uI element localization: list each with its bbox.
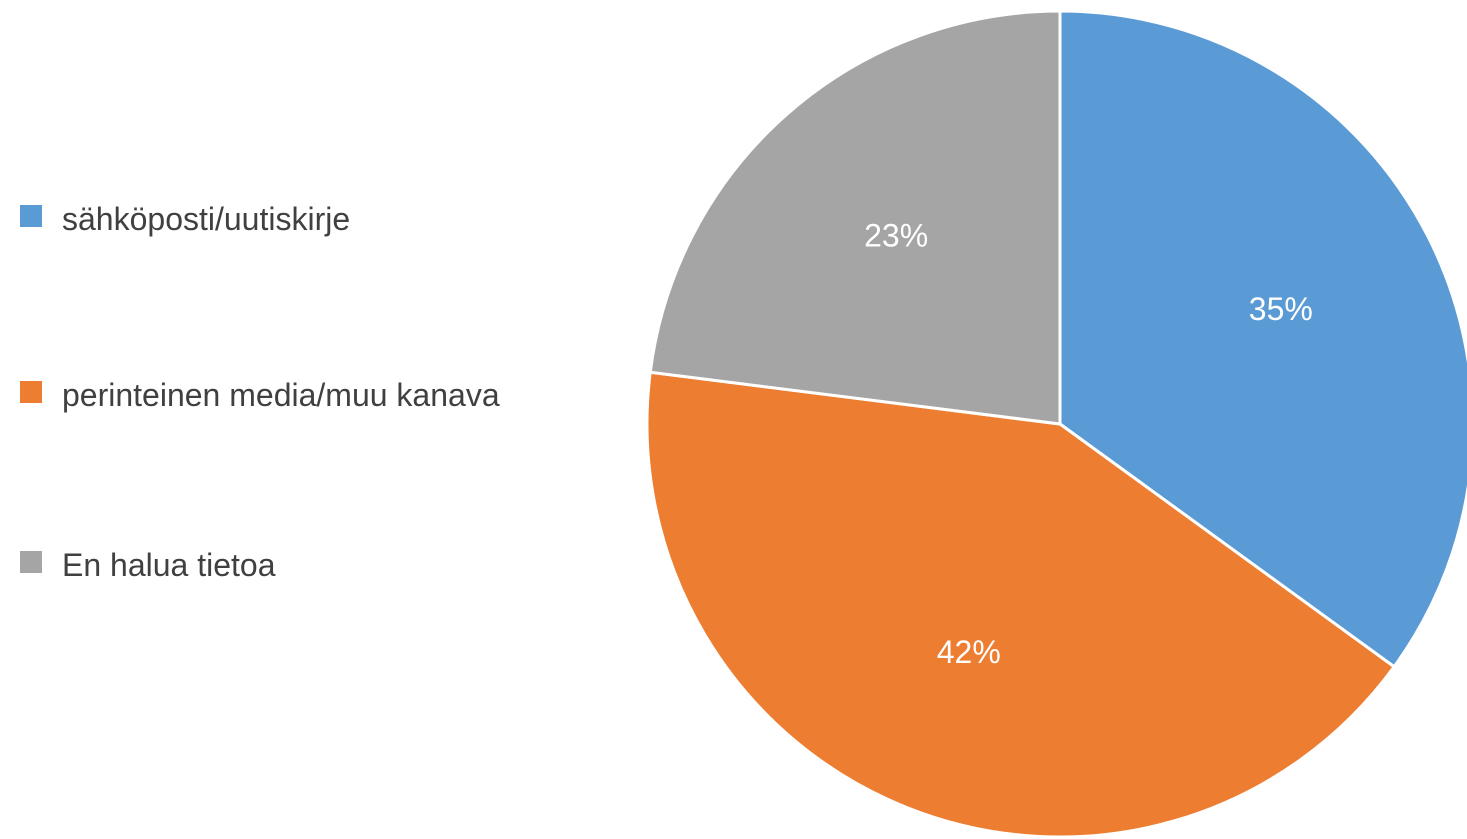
data-label: 23%	[864, 218, 928, 254]
legend-swatch	[20, 551, 42, 573]
data-label: 35%	[1249, 291, 1313, 327]
legend-label: En halua tietoa	[62, 547, 276, 583]
data-label: 42%	[937, 634, 1001, 670]
legend-label: perinteinen media/muu kanava	[62, 377, 500, 413]
legend-label: sähköposti/uutiskirje	[62, 201, 351, 237]
pie-slice	[648, 9, 1062, 426]
pie-slice	[1058, 9, 1467, 669]
legend-item: En halua tietoa	[20, 542, 540, 588]
pie-slice	[645, 370, 1397, 839]
legend-swatch	[20, 381, 42, 403]
legend-swatch	[20, 205, 42, 227]
legend-item: sähköposti/uutiskirje	[20, 196, 540, 242]
legend-item: perinteinen media/muu kanava	[20, 372, 540, 418]
